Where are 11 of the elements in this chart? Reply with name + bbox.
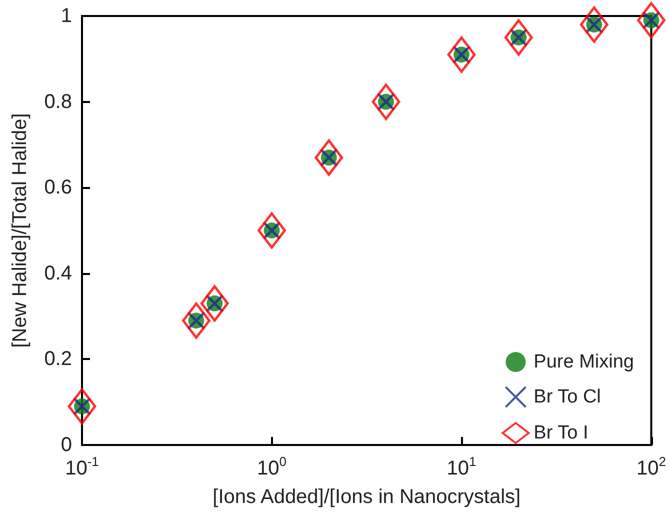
y-tick-label: 1: [60, 5, 72, 27]
y-tick-label: 0.8: [44, 90, 72, 113]
y-tick-label: 0.6: [44, 176, 72, 199]
y-tick-label: 0: [60, 434, 72, 456]
legend-label: Br To Cl: [534, 386, 601, 408]
x-axis-title: [Ions Added]/[Ions in Nanocrystals]: [212, 486, 521, 508]
y-tick-label: 0.2: [44, 348, 72, 370]
legend-label: Br To I: [534, 422, 588, 444]
y-axis-title: [New Halide]/[Total Halide]: [9, 113, 31, 348]
legend-label: Pure Mixing: [534, 352, 634, 372]
y-tick-label: 0.4: [44, 262, 72, 284]
